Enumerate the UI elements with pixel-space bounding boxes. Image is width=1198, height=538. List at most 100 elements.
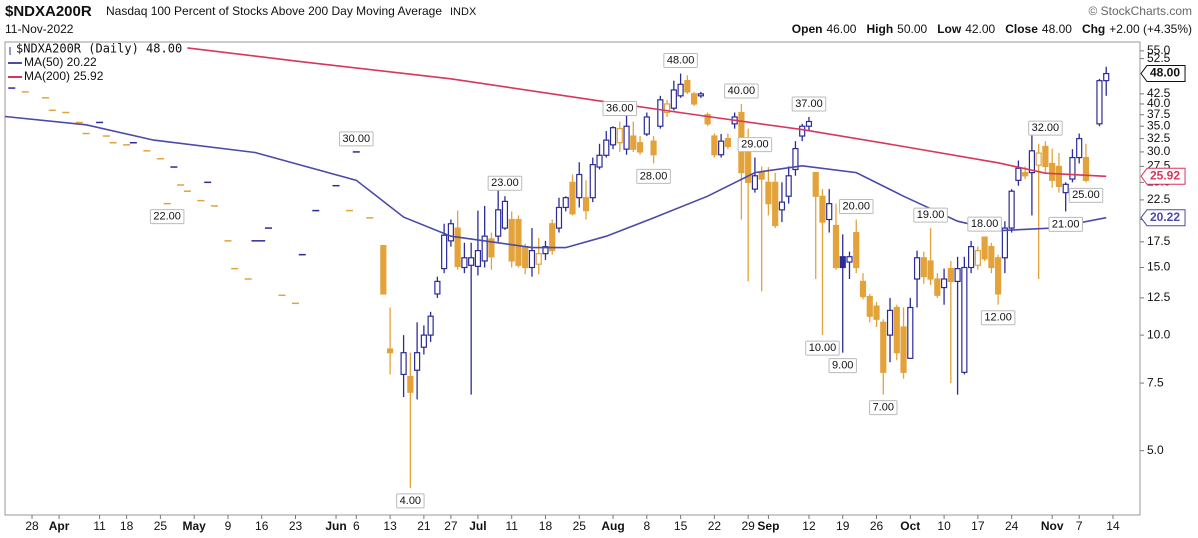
quote-label: Open [792, 22, 823, 36]
candle-body [866, 295, 873, 317]
y-tick-label: 52.5 [1147, 51, 1171, 65]
candle-body [549, 223, 556, 252]
candle-body [630, 135, 637, 150]
annotation-box [913, 207, 948, 223]
annotation-label: 30.00 [343, 133, 371, 145]
candle-body [623, 125, 630, 150]
annotation-label: 12.00 [984, 312, 1012, 324]
annotation-box [663, 53, 698, 69]
candle-body [643, 116, 650, 135]
candle-body [1035, 152, 1042, 166]
annotation: 22.00 [149, 209, 185, 225]
candle-body [886, 309, 894, 336]
annotation-box [396, 493, 425, 509]
source: © StockCharts.com [1088, 4, 1192, 18]
candle-body [839, 256, 846, 269]
annotation-box [828, 358, 857, 374]
annotation-box [980, 310, 1016, 326]
candle-body [819, 195, 826, 223]
candle-body [900, 326, 907, 373]
last-value-label: 48.00 [1150, 66, 1180, 80]
candle-body [1001, 227, 1008, 259]
last-value-label: 25.92 [1150, 168, 1180, 182]
annotation-box [1028, 120, 1063, 136]
candle-body [461, 257, 468, 269]
candle-body [589, 164, 596, 199]
y-tick-label: 5.0 [1147, 443, 1164, 457]
candle-body [812, 172, 819, 197]
annotation: 28.00 [636, 168, 671, 184]
annotation-label: 7.00 [873, 401, 894, 413]
candle-body [616, 128, 623, 144]
candle-body [778, 201, 786, 211]
candle-body [853, 231, 860, 269]
legend-label: MA(200) 25.92 [24, 69, 104, 83]
annotation-label: 40.00 [728, 85, 756, 97]
x-tick-label: 9 [225, 519, 232, 533]
x-tick-label: 23 [289, 519, 303, 533]
annotation-box [805, 340, 840, 356]
candle-body [859, 280, 867, 298]
annotation-label: 20.00 [842, 200, 870, 212]
annotation: 37.00 [791, 96, 827, 112]
candle-body [528, 250, 536, 269]
candle-body [576, 173, 583, 199]
x-tick-label: Apr [49, 519, 70, 533]
candle-body [968, 246, 975, 269]
symbol: $NDXA200R [5, 3, 92, 20]
candle-body [880, 321, 887, 373]
x-tick-label: 11 [505, 519, 518, 533]
candle-body [704, 114, 711, 125]
legend: $NDXA200R (Daily) 48.00 MA(50) 20.22 MA(… [8, 42, 182, 83]
annotation-label: 28.00 [640, 170, 668, 182]
y-tick-label: 35.0 [1147, 118, 1171, 132]
candle-body [535, 253, 542, 265]
annotation-box [602, 101, 638, 117]
candle-body [481, 235, 488, 262]
candle-body [974, 250, 981, 266]
y-tick-label: 7.5 [1147, 375, 1164, 389]
candle-body [562, 197, 569, 209]
candle-body [907, 306, 914, 359]
x-tick-label: Jul [469, 519, 486, 533]
y-tick-label: 22.5 [1147, 192, 1171, 206]
annotation-label: 19.00 [917, 209, 945, 221]
y-tick-label: 10.0 [1147, 327, 1171, 341]
x-tick-label: 15 [674, 519, 688, 533]
annotation-box [1048, 216, 1083, 232]
annotation-label: 29.00 [741, 138, 769, 150]
legend-label: MA(50) 20.22 [24, 55, 97, 69]
annotation: 32.00 [1028, 120, 1063, 136]
annotation-label: 23.00 [491, 177, 519, 189]
x-tick-label: 25 [154, 519, 168, 533]
moving-average [187, 47, 1107, 178]
x-tick-label: Nov [1041, 519, 1064, 533]
annotation: 25.00 [1068, 187, 1104, 203]
candle-body [697, 93, 704, 97]
candle-body [508, 218, 515, 262]
candle-body [684, 80, 691, 93]
y-tick-label: 42.5 [1147, 86, 1171, 100]
candle-body [1015, 167, 1022, 181]
x-tick-label: Jun [325, 519, 346, 533]
exchange: INDX [450, 6, 477, 18]
candle-body [913, 257, 921, 280]
index-name: Nasdaq 100 Percent of Stocks Above 200 D… [106, 4, 442, 18]
candle-body [805, 120, 813, 127]
annotation: 21.00 [1048, 216, 1083, 232]
candle-body [468, 257, 475, 266]
last-value-box: 25.92 [1140, 167, 1186, 185]
candle-body [1022, 172, 1029, 177]
candle-body [447, 223, 454, 242]
candle-body [920, 257, 927, 278]
candle-body [582, 197, 590, 212]
quote-label: Low [937, 22, 962, 36]
candle-body [832, 224, 840, 269]
candle-body [1096, 80, 1103, 125]
annotation: 18.00 [967, 216, 1002, 232]
candle-body [751, 175, 759, 190]
x-tick-label: Oct [900, 519, 920, 533]
candle-body [501, 200, 509, 229]
annotation-box [791, 96, 827, 112]
candle-body [609, 127, 617, 146]
